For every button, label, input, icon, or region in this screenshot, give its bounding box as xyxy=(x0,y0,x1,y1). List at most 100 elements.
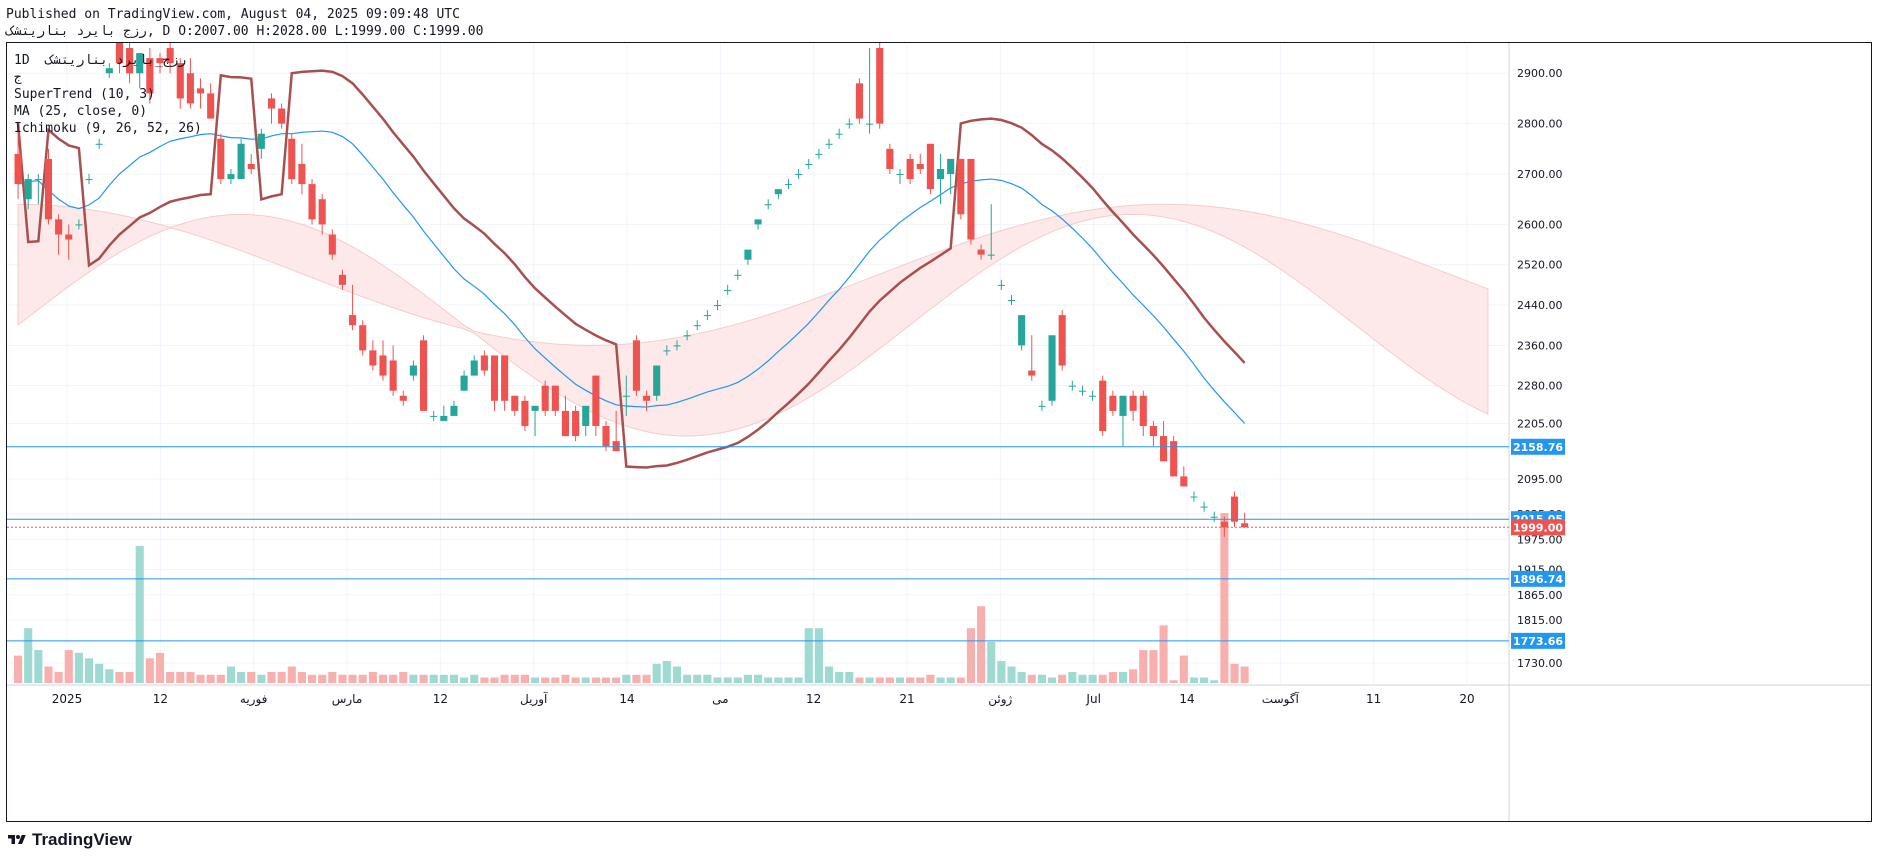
volume-bar xyxy=(1129,669,1138,683)
candle-body xyxy=(653,365,661,396)
candle-body xyxy=(1160,436,1168,462)
y-tick-label: 2700.00 xyxy=(1517,168,1563,181)
candle-body xyxy=(24,179,32,200)
legend-symbol[interactable]: 1D رزج_بایرد بناریتشک xyxy=(14,53,187,68)
volume-bar xyxy=(561,674,570,683)
candle-body xyxy=(298,163,306,185)
supertrend-line xyxy=(16,69,1246,469)
candle-body xyxy=(399,395,407,401)
volume-bar xyxy=(1200,677,1209,683)
volume-bar xyxy=(449,674,459,683)
volume-bar xyxy=(977,606,986,683)
candle-body xyxy=(1230,496,1239,522)
candle-body xyxy=(592,375,600,426)
volume-bar xyxy=(936,677,945,683)
volume-bar xyxy=(419,674,428,683)
y-tick-label: 2440.00 xyxy=(1517,299,1563,312)
volume-bar xyxy=(1058,674,1067,683)
legend-ichimoku[interactable]: Ichimoku (9, 26, 52, 26) xyxy=(14,121,202,136)
candle-body xyxy=(734,274,742,276)
volume-bar xyxy=(348,674,357,683)
volume-bar xyxy=(186,672,195,683)
candle-body xyxy=(257,133,265,149)
candle-body xyxy=(460,375,468,391)
candle-body xyxy=(450,405,458,416)
volume-bar xyxy=(520,674,529,683)
candle-body xyxy=(926,143,934,190)
volume-bar xyxy=(115,672,124,683)
brand-name: TradingView xyxy=(32,830,132,849)
candle-body xyxy=(916,163,924,169)
candle-body xyxy=(65,234,73,240)
candle-body xyxy=(1241,523,1249,528)
volume-bar xyxy=(875,677,884,683)
volume-bar xyxy=(510,674,519,683)
candle-body xyxy=(85,179,93,181)
candle-body xyxy=(217,138,225,180)
volume-bar xyxy=(257,674,266,683)
legend-ma[interactable]: MA (25, close, 0) xyxy=(14,104,148,119)
y-tick-label: 2360.00 xyxy=(1517,339,1563,352)
volume-bar xyxy=(774,677,783,683)
candle-body xyxy=(95,143,103,145)
tradingview-logo[interactable]: TradingView xyxy=(6,830,132,850)
volume-bar xyxy=(135,545,144,683)
candle-body xyxy=(1210,516,1218,518)
x-tick-label: ژوئن xyxy=(988,692,1012,707)
volume-bar xyxy=(328,672,337,683)
candlestick-chart[interactable]: 2900.00 2800.00 2700.00 2600.00 2520.00 2440.… xyxy=(7,43,1871,821)
candle-body xyxy=(1149,425,1157,437)
legend-supertrend[interactable]: SuperTrend (10, 3) xyxy=(14,87,155,102)
candle-body xyxy=(896,174,904,176)
candle-body xyxy=(1220,521,1228,528)
candle-body xyxy=(582,405,590,426)
candle-body xyxy=(947,158,955,175)
volume-bar xyxy=(754,674,763,683)
volume-bar xyxy=(1068,672,1077,683)
x-tick-label: 12 xyxy=(806,692,821,706)
candle-body xyxy=(663,350,671,352)
y-tick-label: 2280.00 xyxy=(1517,380,1563,393)
volume-bar xyxy=(439,674,448,683)
chart-area[interactable]: 2900.00 2800.00 2700.00 2600.00 2520.00 2440.… xyxy=(6,42,1872,822)
candle-body xyxy=(288,138,296,180)
y-tick-label: 2800.00 xyxy=(1517,118,1563,131)
y-tick-label: 1730.00 xyxy=(1517,657,1563,670)
volume-bar xyxy=(622,674,631,683)
volume-bar xyxy=(64,650,73,683)
volume-bar xyxy=(318,674,327,683)
legend-sub: ج xyxy=(14,70,22,85)
candle-body xyxy=(430,415,438,417)
candle-body xyxy=(1190,496,1198,498)
last-price-badge xyxy=(1511,519,1565,536)
volume-bar xyxy=(1027,674,1036,683)
candle-body xyxy=(876,48,884,124)
candle-body xyxy=(561,410,570,437)
candle-body xyxy=(115,43,123,64)
volume-bar xyxy=(307,674,317,683)
y-tick-label: 1975.00 xyxy=(1517,533,1563,546)
candle-body xyxy=(186,73,194,104)
volume-bar xyxy=(287,666,296,683)
x-tick-label: آوریل xyxy=(520,691,548,707)
candle-body xyxy=(338,274,346,285)
x-tick-label: آگوست xyxy=(1262,691,1300,707)
volume-bar xyxy=(460,677,469,683)
candle-body xyxy=(521,400,529,426)
candle-body xyxy=(75,224,83,226)
volume-bar xyxy=(652,663,661,683)
volume-bar xyxy=(1047,677,1057,683)
candle-body xyxy=(227,174,235,180)
volume-bar xyxy=(906,677,915,683)
candle-body xyxy=(126,48,134,74)
candle-body xyxy=(774,189,782,195)
candle-body xyxy=(936,168,945,180)
candle-body xyxy=(957,158,965,215)
volume-bar xyxy=(531,677,540,683)
volume-bar xyxy=(267,672,276,683)
candle-body xyxy=(237,143,245,180)
candle-body xyxy=(409,365,417,376)
volume-bar xyxy=(358,674,367,683)
x-tick-label: 20 xyxy=(1459,692,1474,706)
candle-body xyxy=(44,158,53,220)
